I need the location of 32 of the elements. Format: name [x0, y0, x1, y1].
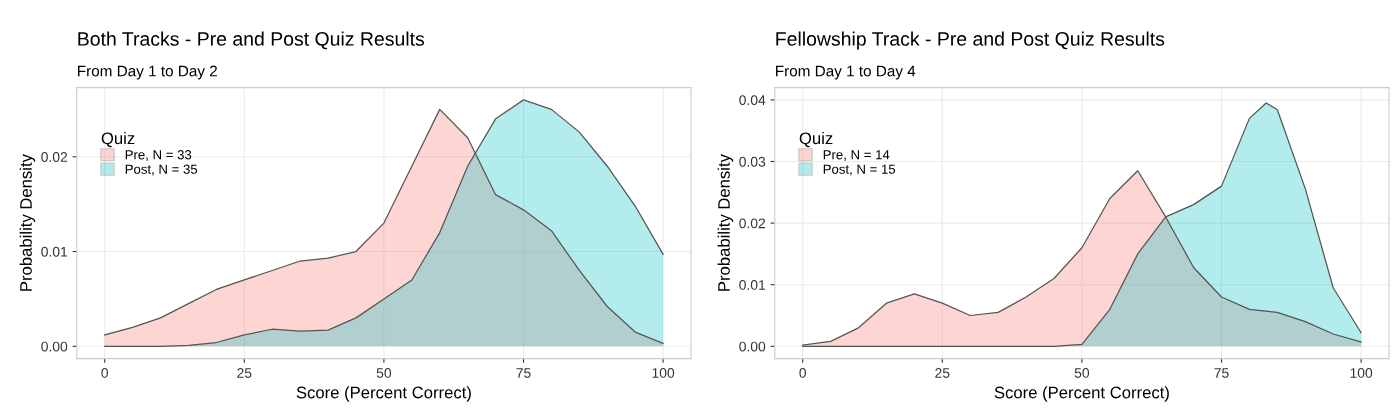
- legend-label: Pre, N = 14: [823, 150, 890, 161]
- x-tick-label: 0: [101, 368, 109, 378]
- x-tick-label: 0: [799, 368, 807, 378]
- y-tick-label: 0.01: [41, 246, 68, 257]
- x-axis-title: Score (Percent Correct): [296, 386, 471, 402]
- x-tick-label: 50: [1074, 368, 1090, 378]
- x-tick-label: 25: [237, 368, 252, 378]
- x-tick-label: 25: [935, 368, 950, 378]
- chart-title: Fellowship Track - Pre and Post Quiz Results: [776, 31, 1165, 50]
- y-tick-label: 0.04: [739, 95, 766, 106]
- x-tick-label: 50: [376, 368, 392, 378]
- legend-label: Post, N = 35: [125, 164, 198, 176]
- y-tick-label: 0.03: [739, 156, 766, 167]
- x-tick-label: 100: [1350, 368, 1373, 378]
- legend-label: Post, N = 15: [823, 164, 896, 176]
- y-axis-title: Probability Density: [717, 154, 734, 291]
- legend-title: Quiz: [101, 131, 135, 148]
- x-tick-label: 100: [652, 368, 675, 378]
- y-tick-label: 0.00: [739, 341, 766, 352]
- x-axis-title: Score (Percent Correct): [994, 386, 1169, 402]
- chart-subtitle: From Day 1 to Day 2: [78, 65, 217, 80]
- y-tick-label: 0.00: [41, 341, 68, 352]
- y-tick-label: 0.02: [739, 218, 766, 229]
- x-tick-label: 75: [516, 368, 531, 378]
- chart-title: Both Tracks - Pre and Post Quiz Results: [78, 31, 425, 50]
- x-tick-label: 75: [1214, 368, 1229, 378]
- y-axis-title: Probability Density: [19, 154, 36, 291]
- y-tick-label: 0.01: [739, 280, 766, 290]
- legend-title: Quiz: [799, 131, 833, 148]
- legend-label: Pre, N = 33: [125, 150, 192, 161]
- chart-subtitle: From Day 1 to Day 4: [776, 65, 916, 80]
- y-tick-label: 0.02: [41, 152, 68, 162]
